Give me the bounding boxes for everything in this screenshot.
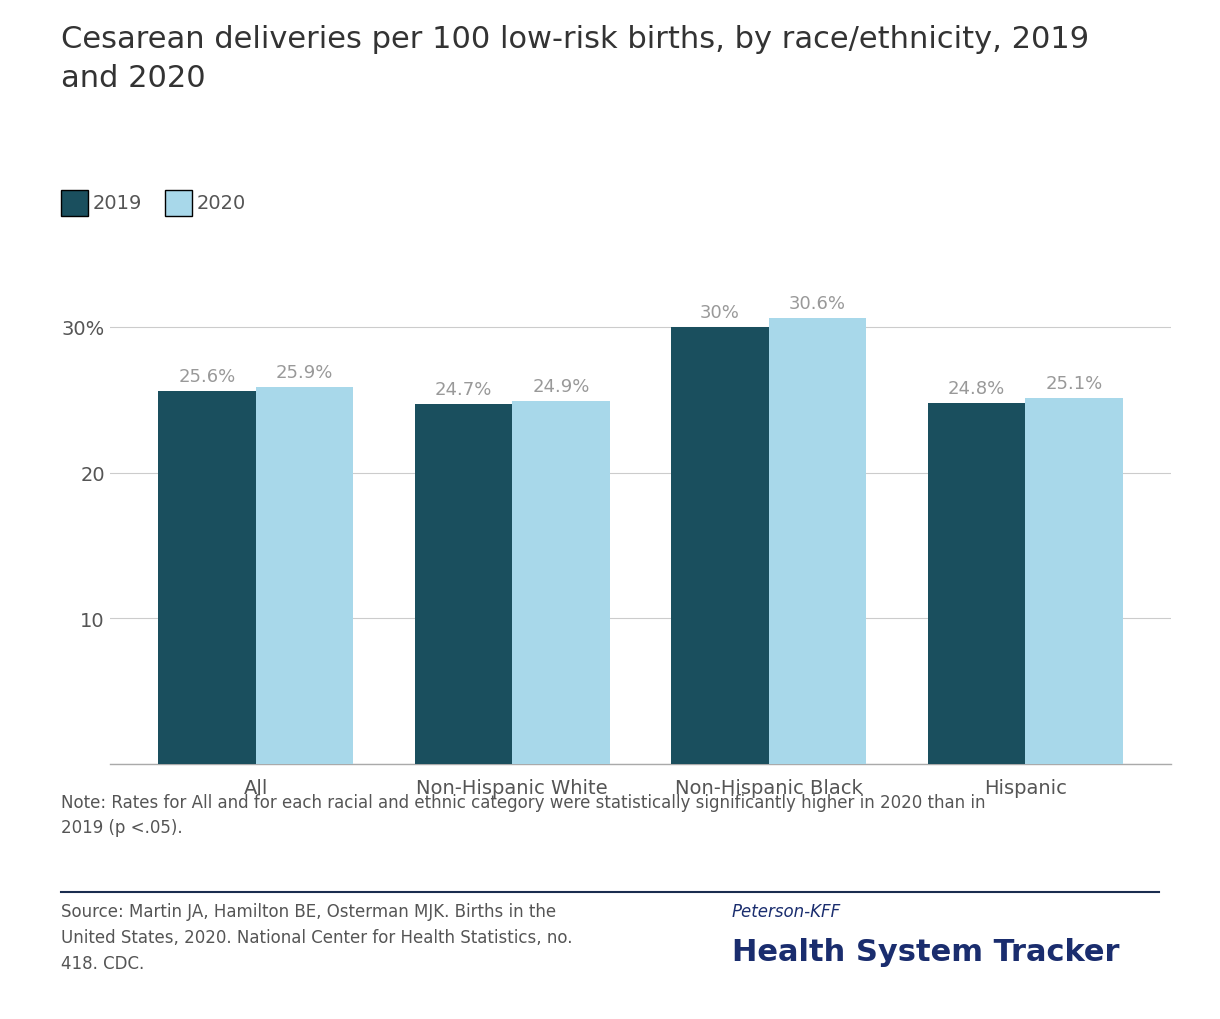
- Text: 25.9%: 25.9%: [276, 364, 333, 381]
- Bar: [255, 387, 353, 764]
- Text: Cesarean deliveries per 100 low-risk births, by race/ethnicity, 2019
and 2020: Cesarean deliveries per 100 low-risk bir…: [61, 25, 1089, 93]
- Text: 24.8%: 24.8%: [948, 379, 1005, 397]
- Bar: [769, 319, 866, 764]
- Bar: [512, 401, 610, 764]
- Bar: [1026, 398, 1122, 764]
- Text: Health System Tracker: Health System Tracker: [732, 937, 1120, 966]
- Text: 25.6%: 25.6%: [178, 368, 235, 386]
- Text: 25.1%: 25.1%: [1046, 375, 1103, 393]
- Text: 2019: 2019: [93, 195, 142, 213]
- Text: Source: Martin JA, Hamilton BE, Osterman MJK. Births in the
United States, 2020.: Source: Martin JA, Hamilton BE, Osterman…: [61, 902, 572, 972]
- Text: 30%: 30%: [700, 304, 741, 322]
- Text: 30.6%: 30.6%: [789, 294, 847, 313]
- Text: Peterson-KFF: Peterson-KFF: [732, 902, 842, 920]
- Bar: [159, 391, 255, 764]
- Text: 2020: 2020: [196, 195, 245, 213]
- Bar: [415, 405, 512, 764]
- Text: 24.9%: 24.9%: [532, 378, 589, 396]
- Bar: [671, 327, 769, 764]
- Text: 24.7%: 24.7%: [434, 381, 492, 398]
- Bar: [928, 404, 1026, 764]
- Text: Note: Rates for All and for each racial and ethnic category were statistically s: Note: Rates for All and for each racial …: [61, 793, 986, 836]
